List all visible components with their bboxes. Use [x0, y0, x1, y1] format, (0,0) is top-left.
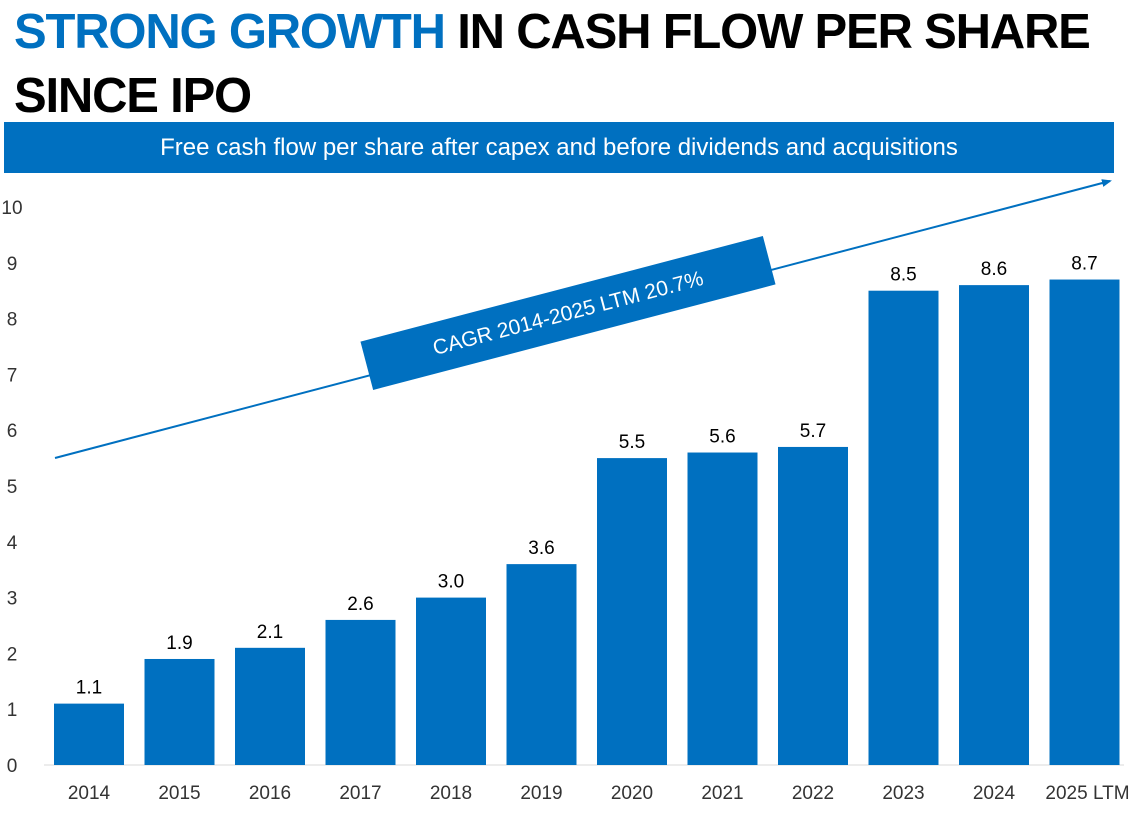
- y-tick-label: 5: [7, 477, 18, 498]
- x-tick-label: 2024: [973, 783, 1016, 804]
- bar-2020: [597, 458, 667, 765]
- bar-value-label: 3.6: [528, 538, 554, 559]
- bar-2021: [687, 452, 758, 765]
- x-tick-label: 2025 LTM: [1045, 783, 1129, 804]
- cagr-annotation: CAGR 2014-2025 LTM 20.7%: [360, 236, 776, 390]
- bar-2022: [778, 446, 848, 765]
- title-rest: IN CASH FLOW PER SHARE SINCE IPO: [14, 5, 1091, 123]
- bar-2019: [506, 564, 577, 765]
- bar-2025-ltm: [1049, 279, 1120, 765]
- y-tick-label: 1: [7, 700, 18, 721]
- bar-value-label: 3.0: [438, 572, 464, 593]
- x-tick-label: 2017: [339, 783, 381, 804]
- bar-value-label: 2.1: [257, 622, 283, 643]
- y-tick-label: 3: [7, 589, 18, 610]
- bar-2017: [325, 619, 396, 765]
- x-tick-label: 2014: [68, 783, 111, 804]
- x-tick-label: 2018: [430, 783, 472, 804]
- bar-value-label: 8.5: [890, 265, 916, 286]
- banner-text: Free cash flow per share after capex and…: [160, 133, 958, 161]
- y-tick-label: 7: [7, 365, 18, 386]
- page-title: STRONG GROWTH IN CASH FLOW PER SHARE SIN…: [14, 0, 1124, 128]
- bar-value-label: 1.9: [166, 633, 192, 654]
- y-tick-label: 10: [1, 198, 22, 219]
- bar-value-label: 2.6: [347, 594, 373, 615]
- subtitle-banner: Free cash flow per share after capex and…: [4, 122, 1114, 173]
- bar-value-label: 1.1: [76, 678, 102, 699]
- y-tick-label: 9: [7, 254, 18, 275]
- bar-value-label: 8.7: [1071, 254, 1097, 275]
- x-tick-label: 2022: [792, 783, 834, 804]
- bar-2016: [235, 647, 305, 765]
- x-tick-label: 2020: [611, 783, 653, 804]
- title-highlight: STRONG GROWTH: [14, 5, 446, 59]
- y-tick-label: 6: [7, 421, 18, 442]
- bar-value-label: 5.7: [800, 421, 826, 442]
- cagr-box: [360, 236, 776, 390]
- bar-2014: [54, 703, 124, 765]
- x-tick-label: 2016: [249, 783, 291, 804]
- bar-2015: [144, 658, 215, 765]
- bar-value-label: 5.5: [619, 432, 645, 453]
- bar-2023: [868, 290, 939, 765]
- x-tick-label: 2021: [701, 783, 743, 804]
- y-tick-label: 8: [7, 310, 18, 331]
- y-tick-label: 4: [7, 533, 18, 554]
- bar-2024: [959, 285, 1029, 765]
- x-tick-label: 2019: [520, 783, 562, 804]
- y-tick-label: 0: [7, 756, 18, 777]
- bar-value-label: 8.6: [981, 259, 1007, 280]
- bar-2018: [416, 597, 486, 765]
- x-tick-label: 2015: [158, 783, 200, 804]
- bar-value-label: 5.6: [709, 427, 735, 448]
- y-tick-label: 2: [7, 644, 18, 665]
- x-tick-label: 2023: [882, 783, 924, 804]
